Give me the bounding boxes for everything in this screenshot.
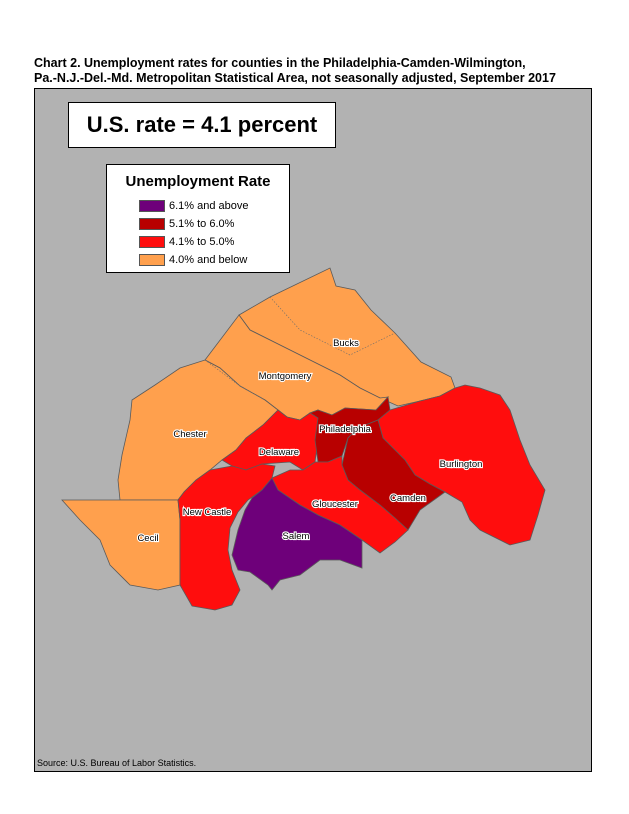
label-gloucester: Gloucester (312, 499, 358, 510)
boundary-lines (204, 296, 396, 401)
chart-title: Chart 2. Unemployment rates for counties… (34, 56, 604, 86)
label-camden: Camden (390, 493, 426, 504)
legend-item: 6.1% and above (139, 199, 249, 212)
label-delaware: Delaware (259, 447, 299, 458)
legend-swatch (139, 199, 165, 212)
label-new-castle: New Castle (183, 507, 232, 518)
title-line-2: Pa.-N.J.-Del.-Md. Metropolitan Statistic… (34, 71, 556, 85)
legend-label: 4.0% and below (169, 253, 248, 266)
label-cecil: Cecil (137, 533, 158, 544)
legend-title: Unemployment Rate (125, 173, 271, 190)
legend-item: 5.1% to 6.0% (139, 217, 234, 230)
legend-label: 5.1% to 6.0% (169, 217, 235, 230)
legend-item: 4.0% and below (139, 253, 247, 266)
label-montgomery: Montgomery (259, 371, 312, 382)
legend-swatch (139, 253, 165, 266)
legend-item: 4.1% to 5.0% (139, 235, 234, 248)
source-note: Source: U.S. Bureau of Labor Statistics. (37, 758, 197, 768)
label-philadelphia: Philadelphia (319, 424, 371, 435)
legend-swatch (139, 235, 165, 248)
county-new-castle (177, 463, 276, 611)
label-bucks: Bucks (333, 338, 359, 349)
legend: Unemployment Rate 6.1% and above 5.1% to… (106, 164, 290, 273)
legend-swatch (139, 217, 165, 230)
label-salem: Salem (283, 531, 310, 542)
us-rate-box: U.S. rate = 4.1 percent (68, 102, 336, 148)
label-burlington: Burlington (440, 459, 483, 470)
legend-label: 6.1% and above (169, 199, 249, 212)
county-delaware (221, 409, 319, 471)
county-cecil (61, 499, 181, 591)
title-line-1: Chart 2. Unemployment rates for counties… (34, 56, 526, 70)
county-salem (231, 477, 363, 591)
legend-label: 4.1% to 5.0% (169, 235, 235, 248)
label-chester: Chester (173, 429, 206, 440)
